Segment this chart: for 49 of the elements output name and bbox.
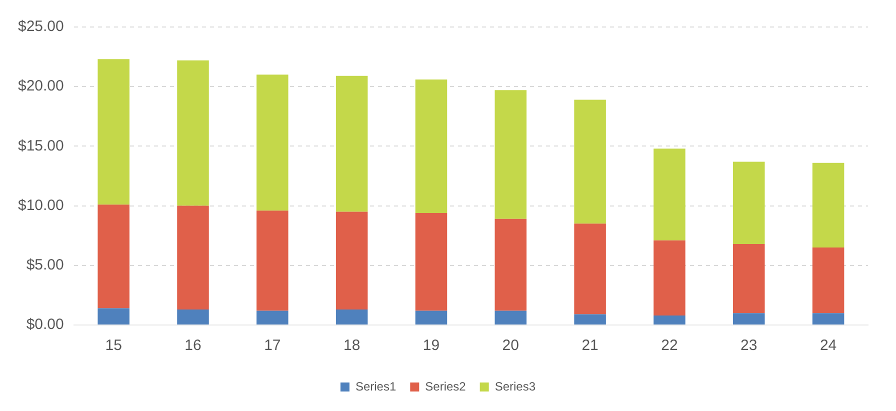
bar (415, 79, 448, 213)
bar (733, 244, 765, 314)
legend-label: Series3 (494, 379, 536, 394)
bar (98, 204, 130, 308)
legend-label: Series2 (425, 379, 466, 394)
bar (733, 313, 765, 324)
x-tick-label: 20 (502, 337, 519, 354)
bar (812, 162, 844, 248)
x-tick-label: 22 (661, 337, 678, 354)
x-tick-label: 21 (582, 337, 598, 354)
y-tick-label: $10.00 (18, 196, 64, 214)
x-tick-label: 16 (184, 337, 202, 354)
bar (177, 206, 209, 310)
bar (812, 313, 844, 324)
bar (256, 310, 288, 324)
x-tick-label: 24 (820, 337, 837, 354)
x-tick-label: 23 (740, 337, 758, 354)
x-tick-label: 17 (264, 337, 281, 354)
legend-label: Series1 (355, 379, 396, 394)
y-tick-label: $15.00 (18, 137, 64, 154)
bar (654, 315, 686, 324)
bar (812, 248, 844, 314)
bar (654, 148, 686, 240)
bar (574, 100, 606, 224)
x-tick-label: 15 (105, 337, 122, 354)
y-tick-label: $0.00 (26, 316, 64, 334)
bar (98, 308, 130, 324)
y-tick-label: $25.00 (18, 18, 64, 36)
bar (177, 310, 209, 324)
bar (256, 210, 288, 311)
bar (336, 212, 368, 310)
bar (733, 162, 765, 244)
bar (336, 76, 368, 212)
x-tick-label: 18 (343, 337, 360, 354)
bar (494, 218, 527, 311)
y-tick-label: $5.00 (26, 256, 64, 274)
bar (654, 240, 686, 316)
bar (494, 90, 527, 219)
bar (256, 74, 288, 211)
bar (574, 224, 606, 314)
bar (415, 310, 448, 324)
bar (574, 314, 606, 324)
x-tick-label: 19 (422, 337, 440, 354)
y-tick-label: $20.00 (18, 78, 64, 95)
bar (494, 310, 527, 324)
bar (177, 60, 209, 206)
bar (415, 212, 448, 311)
bar (98, 59, 130, 205)
bar (336, 310, 368, 324)
